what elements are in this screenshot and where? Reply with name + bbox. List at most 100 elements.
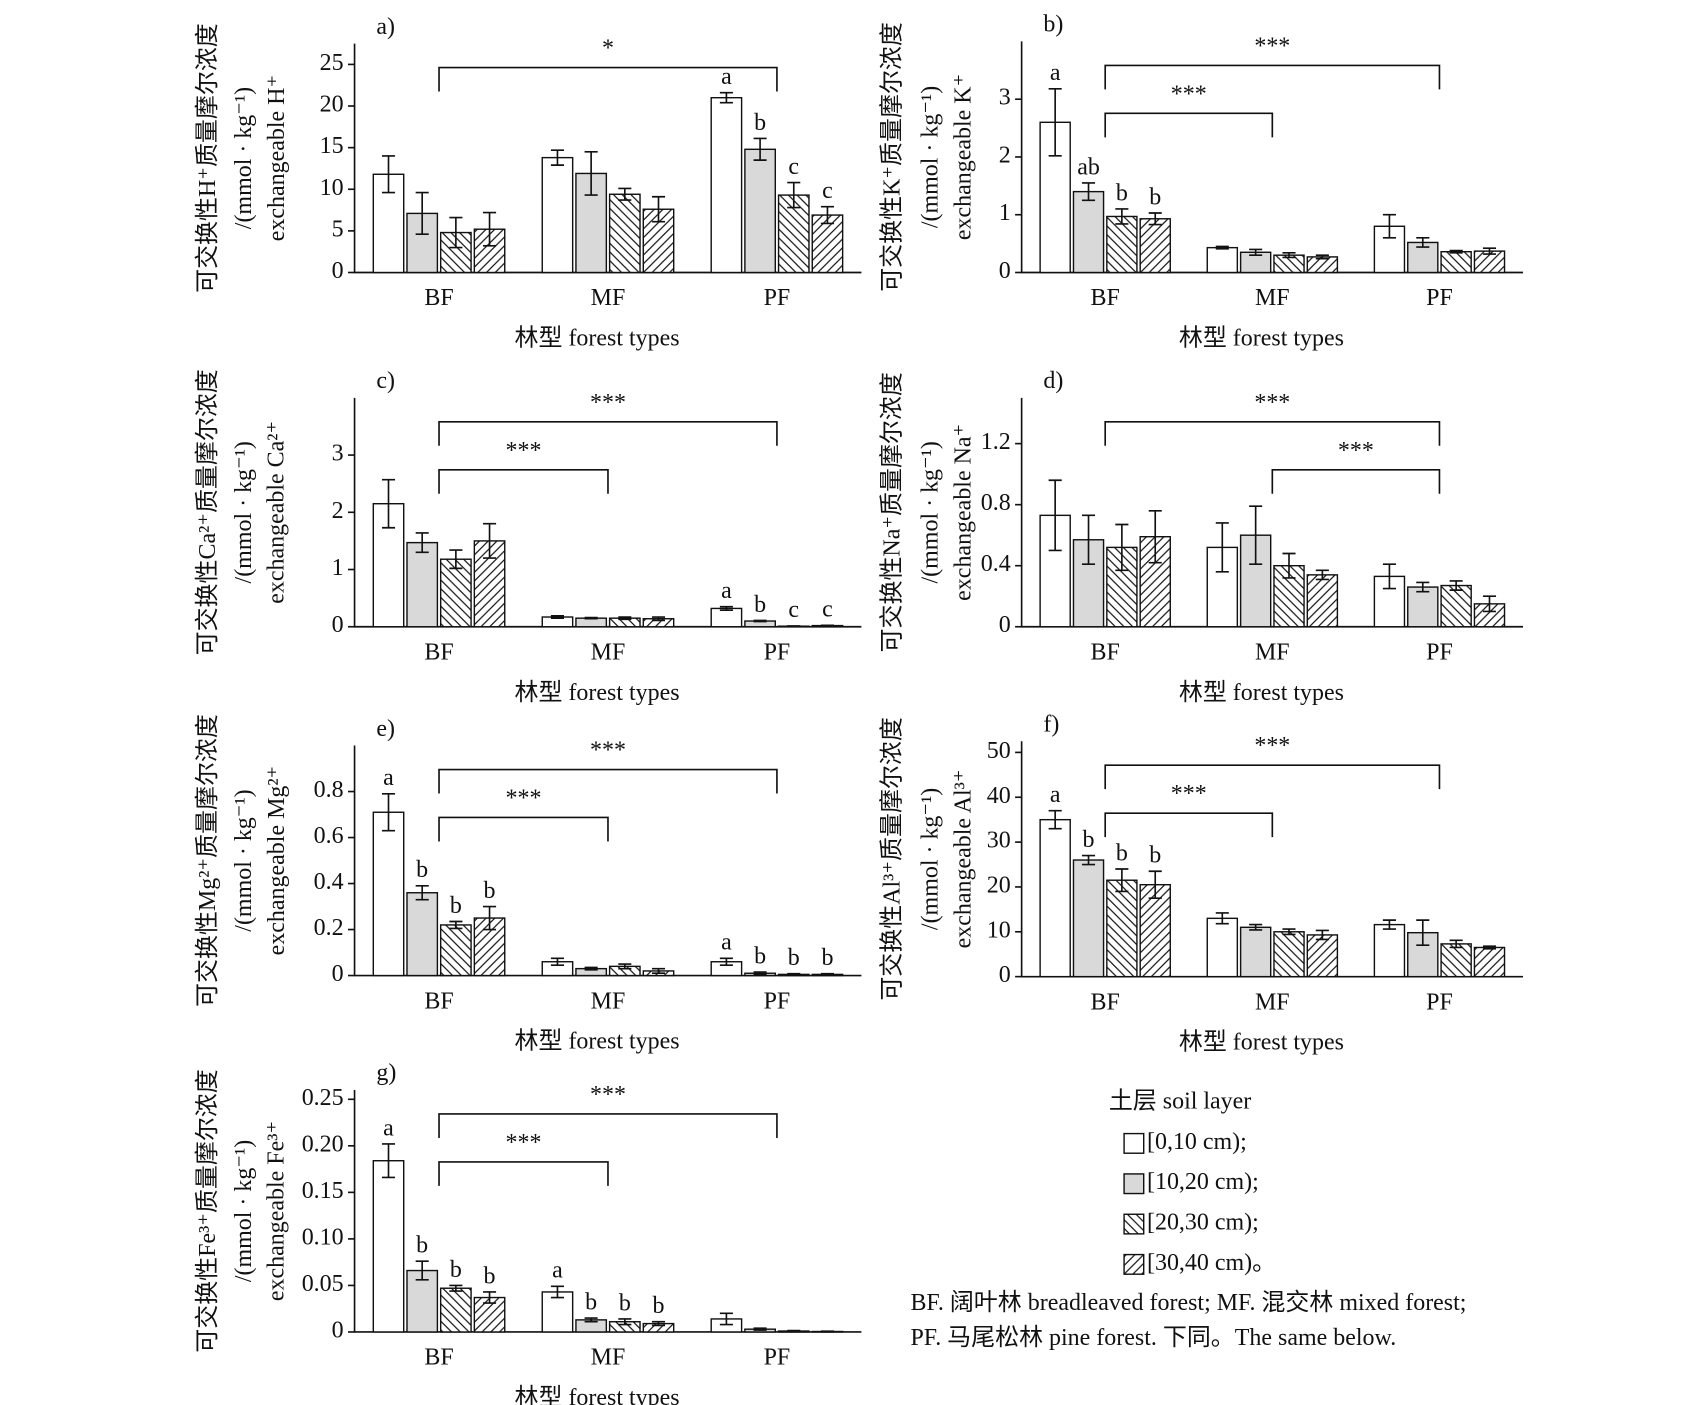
y-tick-label: 50 [987,738,1011,764]
y-axis-label: /(mmol · kg⁻¹) [231,441,257,583]
error-bar [719,605,733,611]
error-bar [449,216,463,249]
legend-label: [0,10 cm); [1147,1129,1247,1155]
error-bar [1382,919,1396,930]
panel-label: b) [1043,12,1063,38]
y-tick-label: 0.2 [314,915,344,941]
significance-letter: b [788,945,800,971]
error-bar [1115,208,1129,225]
y-tick-label: 0.10 [302,1224,344,1250]
error-bar [753,971,767,976]
error-bar [1115,868,1129,893]
x-tick-label: PF [1426,639,1453,665]
significance-label: *** [506,1130,542,1156]
significance-letter: b [754,943,766,969]
error-bar [449,920,463,930]
bar [1440,943,1472,978]
bar [439,924,472,977]
panel-label: g) [376,1060,396,1086]
y-tick-label: 0.8 [314,777,344,803]
x-tick-label: MF [591,285,626,311]
x-tick-label: BF [424,988,453,1014]
error-bar [1416,919,1430,947]
significance-letter: b [484,878,496,904]
significance-letter: b [1116,840,1128,866]
note: BF. 阔叶林 breadleaved forest; MF. 混交林 mixe… [910,1289,1466,1316]
error-bar [415,191,429,236]
y-tick-label: 3 [332,441,344,467]
bar [541,156,574,274]
y-axis-label: /(mmol · kg⁻¹) [918,788,944,930]
x-tick-label: PF [1426,989,1453,1015]
significance-bracket [1104,812,1274,838]
significance-letter: b [484,1263,496,1289]
x-tick-label: BF [1091,989,1120,1015]
significance-letter: c [788,597,799,623]
error-bar [483,211,497,247]
error-bar [753,1327,767,1331]
bar [1139,883,1171,978]
panel-label: a) [376,14,395,40]
error-bar [1315,929,1329,941]
significance-label: *** [1254,733,1290,759]
significance-letter: b [450,1257,462,1283]
y-axis-label: exchangeable K⁺ [950,74,976,240]
y-tick-label: 2 [332,498,344,524]
significance-letter: ab [1077,154,1100,180]
error-bar [1048,809,1062,830]
panel-label: d) [1043,368,1063,394]
significance-label: *** [506,438,542,464]
error-bar [618,963,632,970]
significance-letter: b [1149,184,1161,210]
y-tick-label: 0 [332,258,344,284]
y-tick-label: 20 [320,92,344,118]
x-tick-label: MF [591,639,626,665]
error-bar [1249,248,1263,256]
y-tick-label: 0.25 [302,1085,344,1111]
significance-letter: a [1050,782,1061,808]
error-bar [483,1291,497,1304]
bar [710,96,743,274]
error-bar [1215,245,1229,250]
y-axis-label: /(mmol · kg⁻¹) [918,86,944,228]
error-bar [1482,945,1497,950]
bar [1440,584,1472,628]
legend-swatch [1123,1253,1145,1275]
bar [1072,859,1105,978]
error-bar [449,549,463,570]
y-axis-label: exchangeable Fe³⁺ [264,1121,290,1301]
error-bar [1482,247,1497,255]
significance-label: * [602,36,614,62]
y-axis-label: 可交换性Mg²⁺质量摩尔浓度 [194,714,221,1007]
y-tick-label: 0 [332,612,344,638]
y-tick-label: 1.2 [981,429,1011,455]
significance-letter: b [653,1293,665,1319]
error-bar [1282,928,1296,936]
error-bar [1215,912,1229,925]
y-axis-label: 可交换性Na⁺质量摩尔浓度 [879,372,906,652]
significance-label: *** [1338,438,1374,464]
significance-label: *** [1254,390,1290,416]
y-tick-label: 3 [999,85,1011,111]
significance-bracket [438,66,778,92]
significance-letter: a [1050,60,1061,86]
error-bar [753,137,767,161]
bar [608,193,641,274]
legend-label: [20,30 cm); [1147,1210,1259,1236]
significance-letter: b [1083,827,1095,853]
x-tick-label: BF [1091,639,1120,665]
error-bar [618,616,632,621]
significance-letter: a [721,578,732,604]
error-bar [1315,569,1329,581]
error-bar [1382,563,1396,590]
error-bar [787,1329,801,1333]
y-tick-label: 10 [320,175,344,201]
bar [1440,250,1472,274]
error-bar [753,619,767,623]
y-axis-label: exchangeable H⁺ [264,75,290,241]
significance-letter: a [721,930,732,956]
error-bar [381,793,396,832]
bar [744,148,776,274]
significance-letter: b [754,592,766,618]
bar [1139,218,1171,274]
